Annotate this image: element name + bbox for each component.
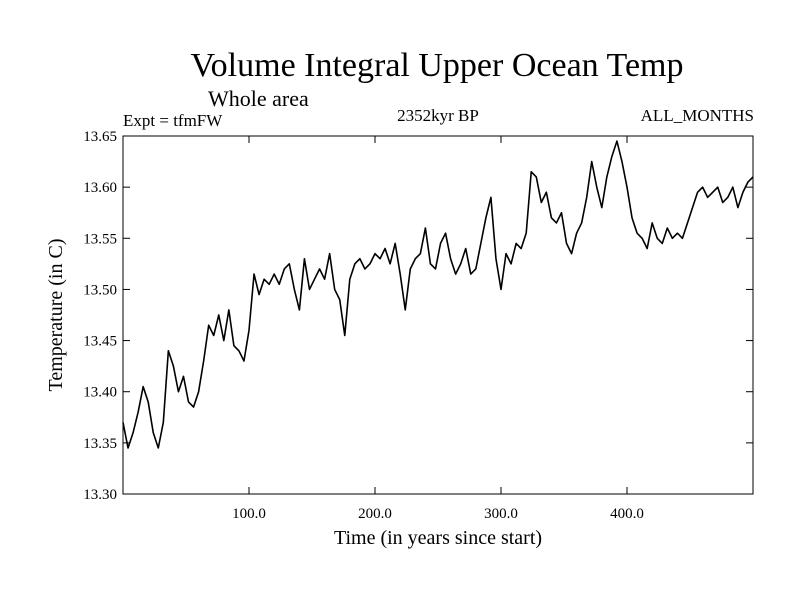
y-axis: 13.30 13.35 13.40 13.45 13.50 13.55 13.60 13.65 xyxy=(83,129,753,503)
temperature-series-line xyxy=(122,140,754,449)
experiment-label: Expt = tfmFW xyxy=(123,111,223,130)
period-label: 2352kyr BP xyxy=(397,106,479,125)
months-label: ALL_MONTHS xyxy=(641,106,754,125)
y-tick-label: 13.55 xyxy=(83,231,117,247)
x-axis-label: Time (in years since start) xyxy=(334,527,542,549)
y-axis-label: Temperature (in C) xyxy=(45,239,67,392)
y-tick-label: 13.50 xyxy=(83,282,117,298)
x-tick-label: 200.0 xyxy=(358,506,392,522)
plot-frame xyxy=(122,135,754,495)
y-tick-label: 13.65 xyxy=(83,129,117,145)
chart-subtitle: Whole area xyxy=(208,86,309,111)
y-tick-label: 13.35 xyxy=(83,436,117,452)
y-tick-label: 13.45 xyxy=(83,334,117,350)
y-tick-label: 13.40 xyxy=(83,385,117,401)
x-tick-label: 100.0 xyxy=(232,506,266,522)
x-tick-label: 400.0 xyxy=(610,506,644,522)
y-tick-label: 13.60 xyxy=(83,180,117,196)
y-tick-label: 13.30 xyxy=(83,487,117,503)
chart-title: Volume Integral Upper Ocean Temp xyxy=(191,47,684,84)
x-tick-label: 300.0 xyxy=(484,506,518,522)
x-axis: 100.0 200.0 300.0 400.0 xyxy=(232,136,644,522)
